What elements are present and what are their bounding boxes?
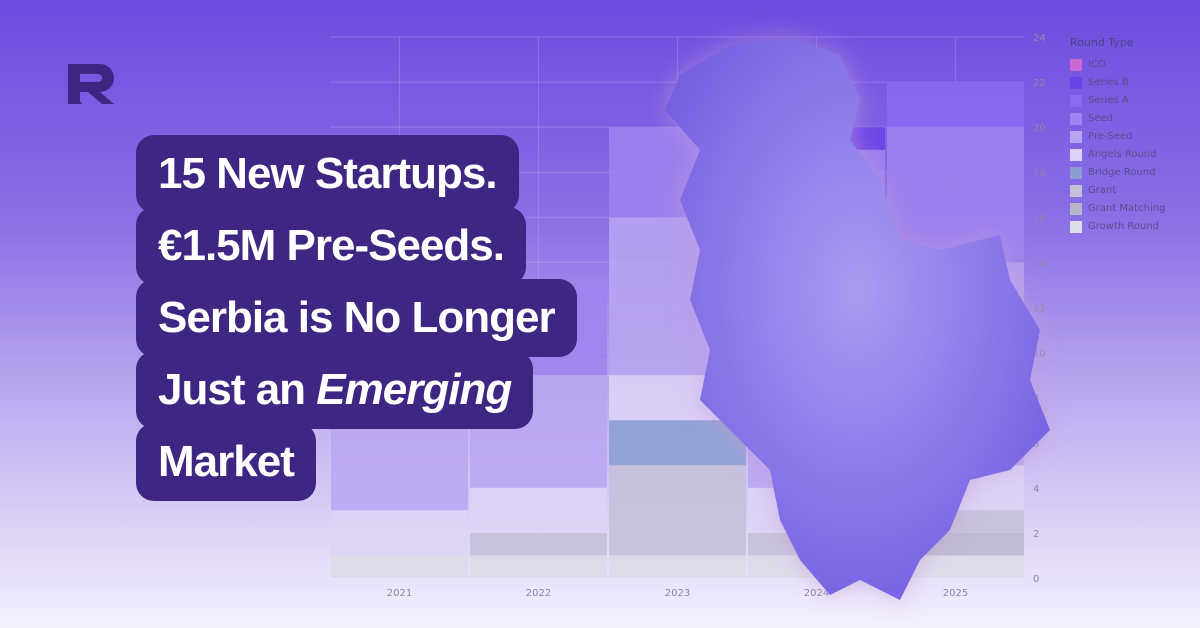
- chart-legend: Round Type ICO Series B Series A Seed Pre-Se…: [1070, 36, 1180, 239]
- legend-item: Seed: [1070, 113, 1180, 125]
- legend-item: Series B: [1070, 77, 1180, 89]
- y-tick-label: 14: [1033, 258, 1046, 269]
- legend-swatch: [1070, 95, 1082, 107]
- legend-swatch: [1070, 221, 1082, 233]
- y-tick-label: 22: [1033, 78, 1046, 89]
- legend-item: Growth Round: [1070, 221, 1180, 233]
- legend-label: Bridge Round: [1088, 167, 1156, 178]
- bar-segment-grant: [470, 532, 607, 556]
- y-tick-label: 10: [1033, 349, 1046, 360]
- y-tick-label: 4: [1033, 484, 1039, 495]
- legend-swatch: [1070, 131, 1082, 143]
- legend-item: Series A: [1070, 95, 1180, 107]
- y-tick-label: 12: [1033, 304, 1046, 315]
- legend-label: Seed: [1088, 113, 1113, 124]
- bar-segment-growth-round: [470, 555, 607, 578]
- legend-title: Round Type: [1070, 36, 1134, 49]
- legend-label: Angels Round: [1088, 149, 1157, 160]
- x-tick-label: 2022: [526, 588, 551, 599]
- bar-segment-bridge-round: [609, 420, 746, 466]
- legend-swatch: [1070, 203, 1082, 215]
- legend-label: ICO: [1088, 59, 1106, 70]
- bar-segment-growth-round: [887, 555, 1024, 578]
- y-tick-label: 0: [1033, 574, 1039, 585]
- y-tick-label: 2: [1033, 529, 1039, 540]
- headline-line-1: 15 New Startups.: [136, 135, 519, 213]
- legend-item: Angels Round: [1070, 149, 1180, 161]
- legend-label: Grant: [1088, 185, 1117, 196]
- brand-logo: [66, 62, 124, 110]
- bar-segment-angels-round: [331, 510, 468, 556]
- logo-mark-icon: [68, 64, 114, 104]
- headline-emphasis: Emerging: [316, 365, 512, 414]
- legend-label: Grant Matching: [1088, 203, 1166, 214]
- legend-item: ICO: [1070, 59, 1180, 71]
- legend-label: Growth Round: [1088, 221, 1160, 232]
- legend-label: Series B: [1088, 77, 1129, 88]
- headline-line-4: Just an Emerging: [136, 351, 534, 429]
- x-tick-label: 2021: [387, 588, 412, 599]
- legend-label: Pre-Seed: [1088, 131, 1133, 142]
- legend-item: Bridge Round: [1070, 167, 1180, 179]
- bar-segment-grant: [609, 465, 746, 556]
- legend-swatch: [1070, 77, 1082, 89]
- legend-swatch: [1070, 149, 1082, 161]
- headline-line-4-text: Just an: [158, 365, 317, 414]
- y-tick-label: 18: [1033, 168, 1046, 179]
- x-tick-label: 2025: [943, 588, 968, 599]
- y-tick-label: 20: [1033, 123, 1046, 134]
- bar-segment-growth-round: [331, 555, 468, 578]
- headline-block: 15 New Startups. €1.5M Pre-Seeds. Serbia…: [136, 135, 577, 501]
- x-tick-label: 2023: [665, 588, 690, 599]
- legend-swatch: [1070, 59, 1082, 71]
- headline-line-2: €1.5M Pre-Seeds.: [136, 207, 526, 285]
- legend-swatch: [1070, 185, 1082, 197]
- headline-line-3: Serbia is No Longer: [136, 279, 577, 357]
- bar-segment-growth-round: [609, 555, 746, 578]
- bar-segment-series-a: [887, 82, 1024, 128]
- legend-label: Series A: [1088, 95, 1129, 106]
- bar-segment-angels-round: [470, 487, 607, 533]
- bar-segment-seed: [887, 127, 1024, 263]
- x-tick-label: 2024: [804, 588, 829, 599]
- legend-item: Grant: [1070, 185, 1180, 197]
- legend-swatch: [1070, 113, 1082, 125]
- legend-item: Pre-Seed: [1070, 131, 1180, 143]
- y-tick-label: 6: [1033, 439, 1039, 450]
- y-tick-label: 24: [1033, 33, 1046, 44]
- y-tick-label: 16: [1033, 213, 1046, 224]
- legend-swatch: [1070, 167, 1082, 179]
- legend-item: Grant Matching: [1070, 203, 1180, 215]
- headline-line-5: Market: [136, 423, 316, 501]
